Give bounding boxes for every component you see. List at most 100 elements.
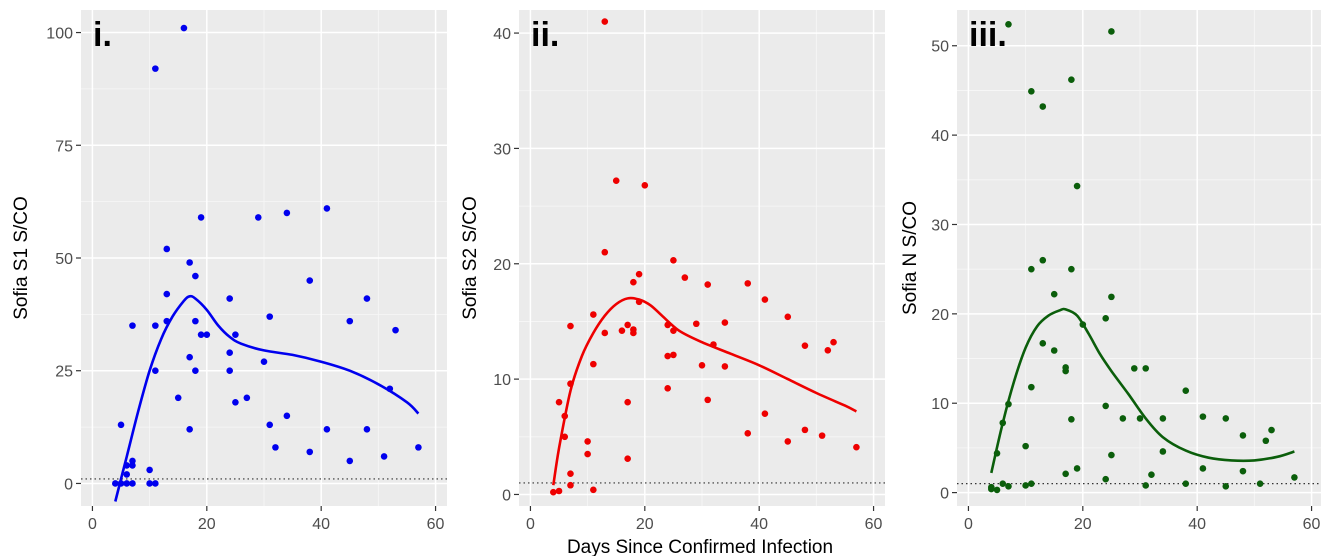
panel-ii-data-point <box>664 352 671 360</box>
panel-iii-data-point <box>1062 470 1069 478</box>
panel-ii-data-point <box>624 398 631 406</box>
panel-ii-data-point <box>704 281 712 288</box>
panel-i-data-point <box>197 214 205 221</box>
panel-iii-data-point <box>1022 442 1029 450</box>
panel-iii-y-tick-label: 50 <box>931 39 949 56</box>
panel-i-data-point <box>123 480 131 487</box>
panel-iii-data-point <box>1159 448 1167 455</box>
panel-i-data-point <box>129 480 136 487</box>
panel-iii-y-tick-label: 30 <box>931 217 949 234</box>
panel-iii-data-point <box>1256 480 1264 487</box>
panel-i-data-point <box>323 205 331 212</box>
panel-iii-data-point <box>1039 340 1047 347</box>
panel-i-data-point <box>129 457 136 465</box>
panel-iii-data-point <box>1068 265 1075 273</box>
panel-iii-x-tick-label: 0 <box>964 516 973 533</box>
panel-iii: 0 20 40 60 0 10 20 30 40 50 Sofia N S/CO iii. <box>900 10 1321 533</box>
panel-ii-data-point <box>567 470 574 478</box>
panel-iii-data-point <box>1142 365 1150 372</box>
panel-iii-x-tick-label: 20 <box>1074 516 1092 533</box>
panel-i-data-point <box>380 453 388 460</box>
panel-ii-panel-label: ii. <box>531 16 559 54</box>
panel-ii-y-tick-label: 20 <box>493 257 511 274</box>
panel-i-data-point <box>152 322 159 329</box>
panel-iii-data-point <box>1239 467 1247 475</box>
panel-iii-data-point <box>1182 480 1190 487</box>
panel-iii-data-point <box>1028 480 1035 487</box>
panel-iii-data-point <box>1119 415 1127 422</box>
panel-ii-data-point <box>584 450 591 458</box>
panel-i-x-tick-label: 0 <box>88 516 97 533</box>
panel-i-data-point <box>186 259 193 266</box>
panel-ii-data-point <box>761 410 769 418</box>
panel-i-data-point <box>152 480 159 487</box>
panel-i-data-point <box>272 444 279 451</box>
panel-ii-data-point <box>818 432 826 439</box>
panel-ii-y-tick-label: 40 <box>493 26 511 43</box>
panel-iii-data-point <box>1262 437 1270 445</box>
panel-iii-data-point <box>1022 482 1029 489</box>
panel-ii-data-point <box>830 338 837 346</box>
panel-i-data-point <box>197 331 205 338</box>
panel-ii-data-point <box>721 363 729 370</box>
panel-ii-data-point <box>853 443 860 451</box>
panel-ii-data-point <box>567 322 574 330</box>
panel-iii-data-point <box>1268 426 1275 434</box>
panel-ii-data-point <box>692 320 700 328</box>
panel-iii-data-point <box>1050 347 1058 354</box>
panel-i-data-point <box>346 317 354 325</box>
panel-i-data-point <box>152 367 159 375</box>
panel-ii-data-point <box>601 329 609 337</box>
panel-ii-data-point <box>801 342 809 349</box>
panel-iii-y-axis-label: Sofia N S/CO <box>900 201 921 315</box>
panel-ii-data-point <box>784 438 792 445</box>
panel-iii-data-point <box>1068 416 1075 423</box>
panel-ii-y-tick-label: 10 <box>493 372 511 389</box>
panel-i-data-point <box>152 65 159 72</box>
panel-ii-data-point <box>601 18 609 25</box>
panel-ii-plot-area <box>519 18 885 496</box>
panel-ii-data-point <box>704 396 712 404</box>
panel-i-data-point <box>392 326 399 334</box>
panel-i-y-tick-label: 100 <box>46 26 73 43</box>
panel-iii-x-tick-label: 60 <box>1303 516 1321 533</box>
panel-i-data-point <box>203 331 211 338</box>
panel-iii-data-point <box>1108 28 1115 35</box>
panel-i-plot-area <box>81 24 447 502</box>
panel-iii-data-point <box>1073 465 1081 472</box>
panel-i-data-point <box>186 426 193 433</box>
panel-i-data-point <box>232 331 239 338</box>
panel-ii-data-point <box>761 296 769 303</box>
panel-iii-data-point <box>1062 364 1069 371</box>
panel-ii-data-point <box>590 311 597 318</box>
panel-ii-data-point <box>670 257 677 264</box>
panel-i-data-point <box>192 367 199 375</box>
panel-ii-data-point <box>664 385 671 392</box>
panel-i-trend-line <box>114 294 420 502</box>
panel-ii-data-point <box>555 398 563 406</box>
panel-ii-data-point <box>721 319 729 326</box>
panel-ii-data-point <box>698 361 706 369</box>
panel-i-data-point <box>180 24 188 32</box>
panel-i-y-tick-label: 25 <box>55 364 73 381</box>
panel-ii-data-point <box>555 487 563 495</box>
panel-iii-y-tick-label: 40 <box>931 128 949 145</box>
panel-ii-data-point <box>641 182 649 189</box>
panel-i-data-point <box>117 421 125 429</box>
panel-ii-data-point <box>584 438 591 445</box>
panel-i: 0 20 40 60 0 25 50 75 100 Sofia S1 S/CO i. <box>11 10 447 533</box>
panel-ii-data-point <box>801 426 809 434</box>
panel-ii-x-tick-label: 60 <box>865 516 883 533</box>
panel-iii-data-point <box>1028 383 1035 391</box>
panel-iii-data-point <box>1108 293 1115 301</box>
panel-ii-data-point <box>590 360 597 368</box>
panel-ii: 0 20 40 60 0 10 20 30 40 Sofia S2 S/CO ii. <box>460 10 885 533</box>
panel-iii-x-tick-label: 40 <box>1188 516 1206 533</box>
panel-ii-x-tick-label: 20 <box>636 516 654 533</box>
panel-i-data-point <box>226 367 233 375</box>
panel-iii-data-point <box>1050 290 1058 298</box>
panel-ii-data-point <box>744 430 752 437</box>
panel-i-data-point <box>323 426 331 433</box>
panel-i-data-point <box>243 394 251 402</box>
